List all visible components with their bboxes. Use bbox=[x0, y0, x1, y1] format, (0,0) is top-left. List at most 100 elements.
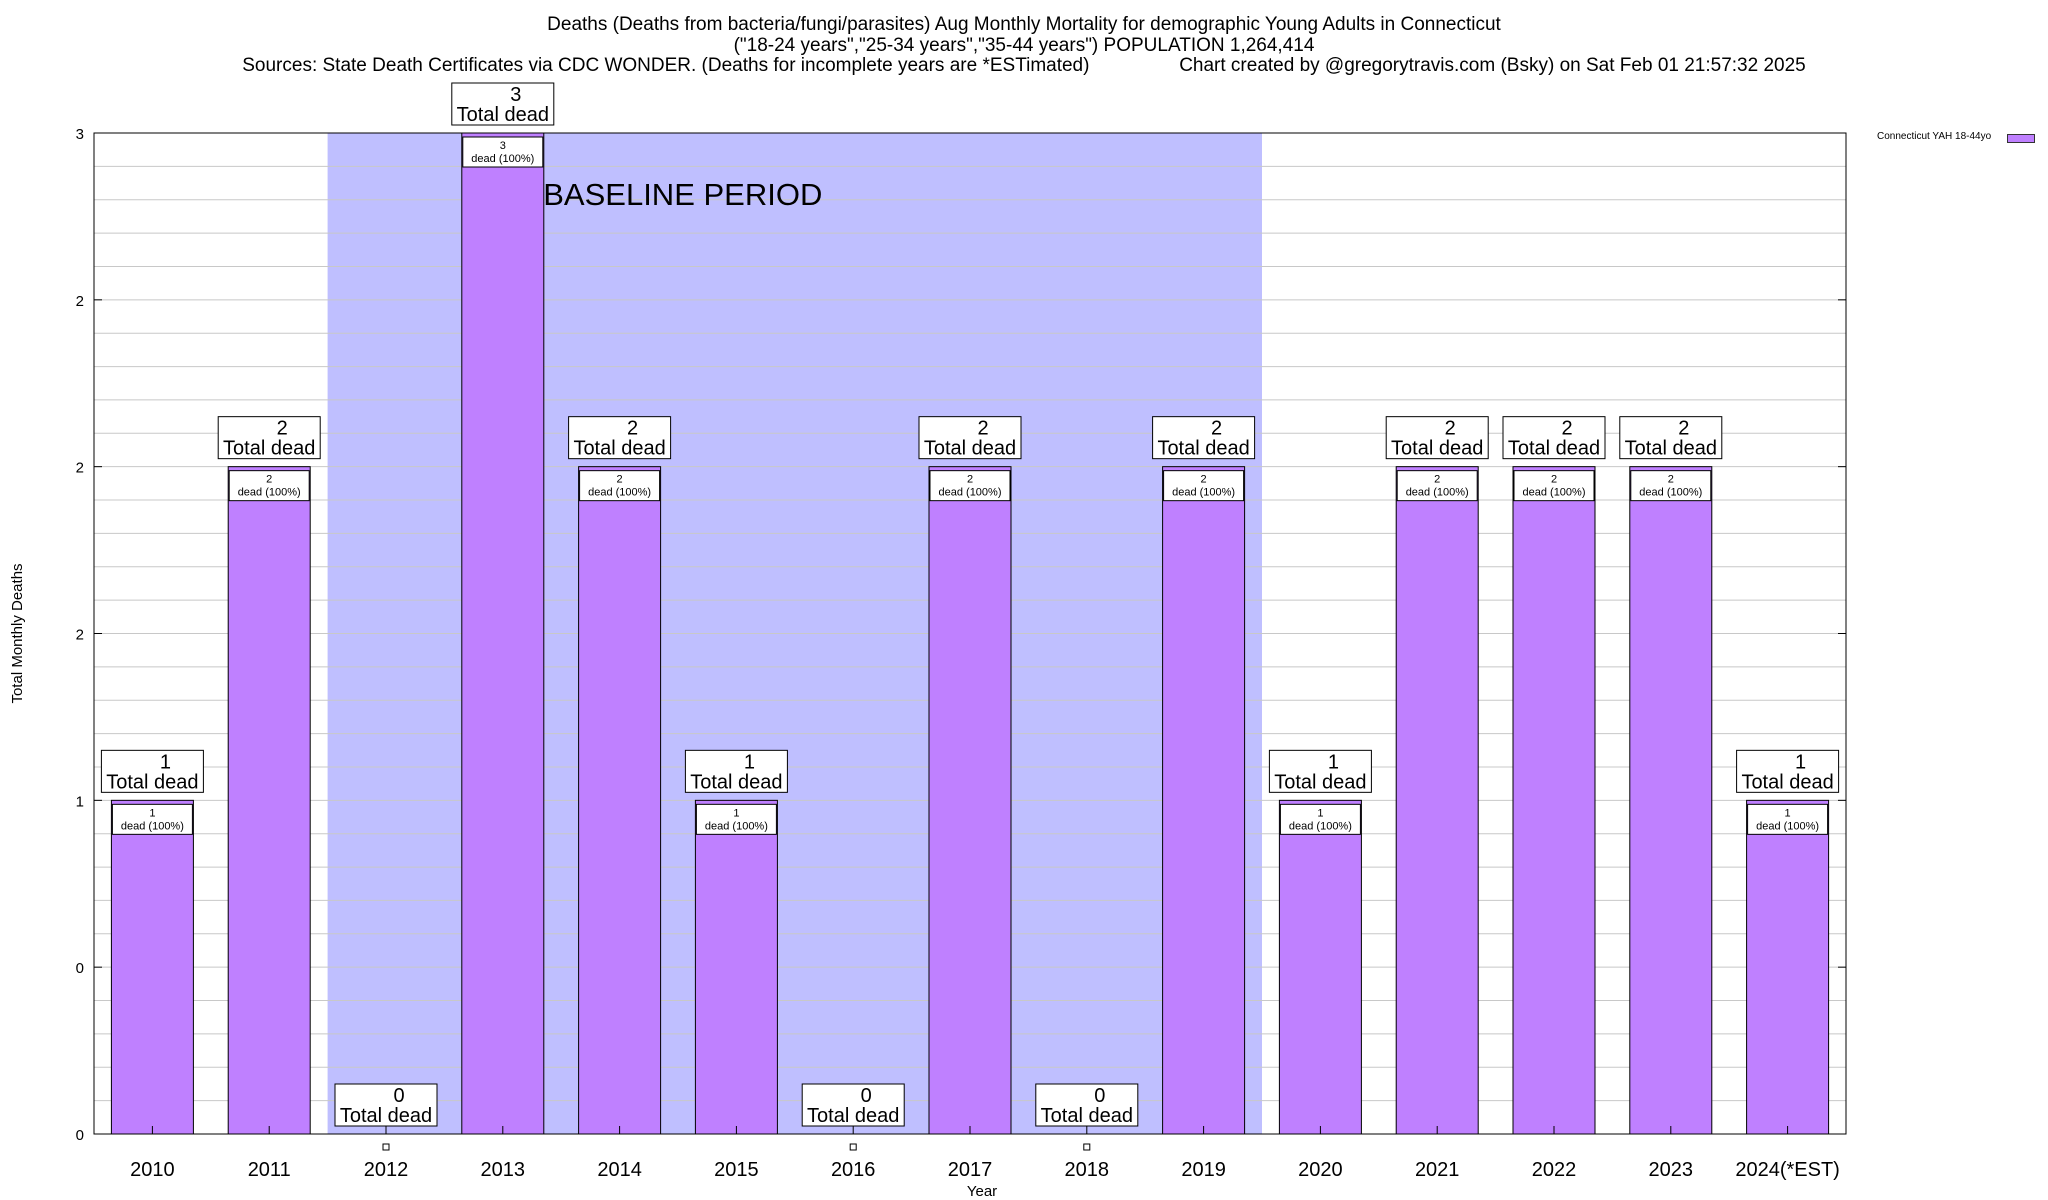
total-label-value: 0 bbox=[861, 1085, 872, 1107]
segment-label-value: 2 bbox=[1434, 474, 1440, 486]
plot-frame bbox=[93, 132, 1847, 1135]
total-label-text: Total dead bbox=[924, 438, 1016, 460]
bar bbox=[1629, 466, 1713, 1135]
x-tick-label: 2018 bbox=[1065, 1159, 1110, 1181]
total-label-value: 2 bbox=[1211, 418, 1222, 440]
total-label-text: Total dead bbox=[807, 1105, 899, 1127]
segment-label-box bbox=[929, 470, 1011, 502]
bar bbox=[1746, 799, 1830, 1135]
segment-label-value: 2 bbox=[967, 474, 973, 486]
bar bbox=[461, 132, 545, 1135]
bar bbox=[1512, 466, 1596, 1135]
total-label-value: 2 bbox=[1678, 418, 1689, 440]
bar bbox=[110, 799, 194, 1135]
total-label-text: Total dead bbox=[1625, 438, 1717, 460]
segment-label-text: dead (100%) bbox=[705, 820, 768, 832]
x-tick-label: 2023 bbox=[1649, 1159, 1694, 1181]
total-label-value: 0 bbox=[393, 1085, 404, 1107]
x-tick-label: 2019 bbox=[1181, 1159, 1226, 1181]
bar bbox=[1162, 466, 1246, 1135]
total-label-text: Total dead bbox=[340, 1105, 432, 1127]
bar bbox=[578, 466, 662, 1135]
total-label-box bbox=[1502, 416, 1606, 460]
total-label-text: Total dead bbox=[1391, 438, 1483, 460]
segment-label-box bbox=[111, 803, 193, 835]
legend-label: Connecticut YAH 18-44yo bbox=[1877, 131, 1992, 142]
y-tick-label: 0 bbox=[76, 1127, 84, 1144]
total-label-box bbox=[1736, 749, 1840, 793]
bar bbox=[1395, 466, 1479, 1135]
segment-label-value: 3 bbox=[500, 140, 506, 152]
segment-label-text: dead (100%) bbox=[1289, 820, 1352, 832]
segment-label-box bbox=[1630, 470, 1712, 502]
bar bbox=[227, 466, 311, 1135]
y-axis-label: Total Monthly Deaths bbox=[9, 563, 26, 703]
segment-label-value: 2 bbox=[1201, 474, 1207, 486]
y-tick-label: 3 bbox=[76, 126, 84, 143]
total-label-box bbox=[334, 1083, 438, 1127]
segment-label-text: dead (100%) bbox=[238, 487, 301, 499]
total-label-text: Total dead bbox=[1274, 771, 1366, 793]
chart-title-line-3: Sources: State Death Certificates via CD… bbox=[242, 55, 1806, 76]
x-tick-label: 2022 bbox=[1532, 1159, 1577, 1181]
total-label-text: Total dead bbox=[690, 771, 782, 793]
x-tick-label: 2010 bbox=[130, 1159, 175, 1181]
y-tick-label: 2 bbox=[76, 627, 84, 644]
segment-label-value: 2 bbox=[617, 474, 623, 486]
segment-label-box bbox=[228, 470, 310, 502]
total-label-value: 2 bbox=[1445, 418, 1456, 440]
total-label-box bbox=[217, 416, 321, 460]
segment-label-value: 2 bbox=[266, 474, 272, 486]
total-label-text: Total dead bbox=[1041, 1105, 1133, 1127]
total-label-box bbox=[684, 749, 788, 793]
y-tick-label: 0 bbox=[76, 960, 84, 977]
total-label-box bbox=[1268, 749, 1372, 793]
total-label-box bbox=[1619, 416, 1723, 460]
total-label-text: Total dead bbox=[1508, 438, 1600, 460]
total-label-text: Total dead bbox=[457, 104, 549, 126]
segment-label-value: 1 bbox=[1785, 807, 1791, 819]
x-tick-label: 2016 bbox=[831, 1159, 876, 1181]
total-label-value: 1 bbox=[1795, 751, 1806, 773]
segment-label-value: 1 bbox=[149, 807, 155, 819]
x-tick-label: 2013 bbox=[481, 1159, 526, 1181]
x-tick-label: 2014 bbox=[597, 1159, 642, 1181]
segment-label-text: dead (100%) bbox=[1172, 487, 1235, 499]
chart-title-line-1: Deaths (Deaths from bacteria/fungi/paras… bbox=[547, 14, 1501, 35]
total-label-value: 0 bbox=[1094, 1085, 1105, 1107]
total-label-value: 2 bbox=[1561, 418, 1572, 440]
segment-label-text: dead (100%) bbox=[121, 820, 184, 832]
total-label-value: 2 bbox=[277, 418, 288, 440]
y-tick-label: 1 bbox=[76, 793, 84, 810]
segment-label-value: 1 bbox=[1317, 807, 1323, 819]
segment-label-text: dead (100%) bbox=[1756, 820, 1819, 832]
bar bbox=[928, 466, 1012, 1135]
total-label-text: Total dead bbox=[223, 438, 315, 460]
segment-label-text: dead (100%) bbox=[1406, 487, 1469, 499]
total-label-box bbox=[100, 749, 204, 793]
segment-label-box bbox=[579, 470, 661, 502]
segment-label-box bbox=[695, 803, 777, 835]
zero-marker bbox=[849, 1143, 857, 1151]
total-label-box bbox=[451, 82, 555, 126]
total-label-box bbox=[1385, 416, 1489, 460]
x-tick-label: 2017 bbox=[948, 1159, 993, 1181]
total-label-text: Total dead bbox=[1157, 438, 1249, 460]
segment-label-box bbox=[1279, 803, 1361, 835]
legend-swatch bbox=[2007, 134, 2035, 143]
x-tick-label: 2020 bbox=[1298, 1159, 1343, 1181]
segment-label-value: 2 bbox=[1551, 474, 1557, 486]
y-tick-label: 2 bbox=[76, 293, 84, 310]
total-label-value: 1 bbox=[160, 751, 171, 773]
total-label-box bbox=[568, 416, 672, 460]
bar bbox=[1278, 799, 1362, 1135]
total-label-box bbox=[1035, 1083, 1139, 1127]
total-label-box bbox=[918, 416, 1022, 460]
segment-label-box bbox=[462, 136, 544, 168]
baseline-period-label: BASELINE PERIOD bbox=[543, 177, 822, 212]
total-label-text: Total dead bbox=[106, 771, 198, 793]
total-label-value: 3 bbox=[510, 84, 521, 106]
x-axis-label: Year bbox=[967, 1183, 997, 1200]
x-tick-label: 2021 bbox=[1415, 1159, 1460, 1181]
